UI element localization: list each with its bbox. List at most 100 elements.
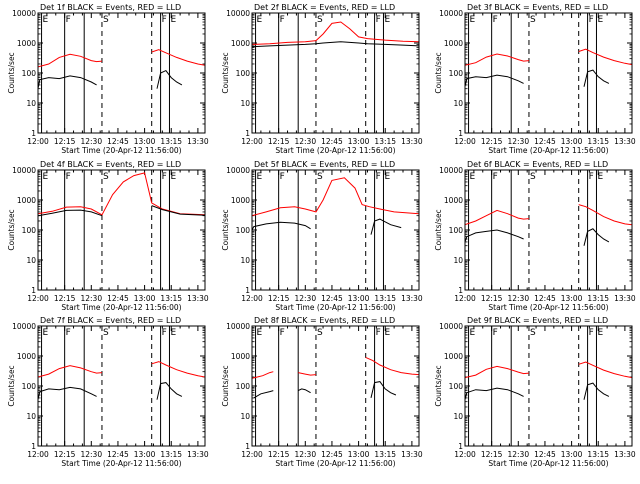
- event-marker-label: E: [43, 328, 49, 338]
- panel-9: Det 9f BLACK = Events, RED = LLD 1 10 100 10…: [434, 316, 636, 468]
- series-lld-line: [151, 49, 205, 66]
- y-tick-label: 1: [458, 442, 463, 451]
- panel-title: Det 4f BLACK = Events, RED = LLD: [40, 160, 181, 169]
- event-marker-label: F: [589, 328, 594, 338]
- x-axis-label: Start Time (20-Apr-12 11:56:00): [61, 303, 181, 312]
- x-tick-label: 12:30: [80, 450, 102, 459]
- panel-7: Det 7f BLACK = Events, RED = LLD 1 10 100 10…: [7, 316, 209, 468]
- y-tick-label: 100: [22, 226, 37, 235]
- panel-5: Det 5f BLACK = Events, RED = LLD 1 10 100 10…: [221, 160, 423, 312]
- series-lld-line: [465, 365, 530, 379]
- plot-frame: [464, 325, 633, 447]
- x-tick-label: 12:15: [481, 137, 503, 146]
- x-tick-label: 12:00: [27, 450, 49, 459]
- series-events-line: [370, 381, 397, 399]
- x-tick-label: 12:15: [268, 294, 290, 303]
- y-tick-label: 1000: [444, 352, 463, 361]
- y-tick-label: 1000: [17, 352, 36, 361]
- x-tick-label: 13:30: [187, 450, 209, 459]
- event-marker-label: E: [470, 15, 476, 25]
- panel-3: Det 3f BLACK = Events, RED = LLD 1 10 100 10…: [434, 3, 636, 155]
- panel-title: Det 3f BLACK = Events, RED = LLD: [467, 3, 608, 12]
- series-events-line: [156, 382, 183, 400]
- x-axis-label: Start Time (20-Apr-12 11:56:00): [488, 303, 608, 312]
- panel-curves: [465, 170, 632, 246]
- y-tick-label: 100: [449, 226, 464, 235]
- panel-1: Det 1f BLACK = Events, RED = LLD 1 10 100 10…: [7, 3, 209, 155]
- y-tick-label: 10: [240, 99, 250, 108]
- x-tick-label: 12:00: [241, 450, 263, 459]
- panel-title: Det 8f BLACK = Events, RED = LLD: [254, 316, 395, 325]
- panel-8: Det 8f BLACK = Events, RED = LLD 1 10 100 10…: [221, 316, 423, 468]
- x-tick-label: 12:45: [321, 294, 343, 303]
- y-tick-label: 10000: [12, 322, 36, 331]
- x-tick-label: 12:15: [268, 137, 290, 146]
- event-marker-label: F: [493, 328, 498, 338]
- y-axis-label: Counts/sec: [221, 209, 230, 250]
- x-tick-label: 13:00: [348, 137, 370, 146]
- event-marker-label: F: [162, 15, 167, 25]
- event-marker-label: S: [103, 172, 109, 182]
- x-tick-label: 13:00: [348, 294, 370, 303]
- event-marker-label: E: [257, 15, 263, 25]
- x-tick-label: 12:00: [454, 450, 476, 459]
- event-marker-label: F: [280, 328, 285, 338]
- y-tick-label: 10: [26, 412, 36, 421]
- x-tick-label: 13:15: [160, 137, 182, 146]
- y-axis-label: Counts/sec: [7, 52, 16, 93]
- y-tick-label: 1: [245, 442, 250, 451]
- y-tick-label: 10000: [226, 9, 250, 18]
- event-marker-label: F: [376, 172, 381, 182]
- panel-curves: [38, 172, 205, 217]
- x-tick-label: 13:00: [561, 450, 583, 459]
- x-tick-label: 12:00: [27, 294, 49, 303]
- series-events-line: [38, 209, 103, 217]
- y-axis-label: Counts/sec: [434, 209, 443, 250]
- plot-frame: [464, 12, 633, 134]
- y-tick-label: 10: [240, 412, 250, 421]
- x-tick-label: 12:15: [481, 450, 503, 459]
- plot-frame: [37, 12, 206, 134]
- y-tick-label: 1000: [17, 39, 36, 48]
- event-marker-label: E: [170, 15, 176, 25]
- y-tick-label: 10000: [439, 322, 463, 331]
- y-axis-label: Counts/sec: [7, 365, 16, 406]
- x-tick-label: 12:00: [241, 294, 263, 303]
- event-marker-label: S: [530, 15, 536, 25]
- x-tick-label: 13:30: [401, 450, 423, 459]
- x-tick-label: 13:30: [187, 137, 209, 146]
- series-events-line: [465, 74, 524, 87]
- x-axis-label: Start Time (20-Apr-12 11:56:00): [61, 146, 181, 155]
- x-tick-label: 12:15: [481, 294, 503, 303]
- panel-title: Det 9f BLACK = Events, RED = LLD: [467, 316, 608, 325]
- event-marker-label: S: [317, 15, 323, 25]
- event-marker-label: S: [530, 172, 536, 182]
- y-axis-label: Counts/sec: [221, 52, 230, 93]
- x-tick-label: 13:30: [614, 294, 636, 303]
- x-tick-label: 12:30: [294, 450, 316, 459]
- y-tick-label: 1000: [444, 196, 463, 205]
- y-tick-label: 10: [453, 412, 463, 421]
- y-tick-label: 10: [26, 256, 36, 265]
- event-marker-label: S: [530, 328, 536, 338]
- event-marker-label: E: [257, 328, 263, 338]
- event-marker-label: E: [257, 172, 263, 182]
- series-events-line: [252, 41, 419, 48]
- event-marker-label: E: [384, 172, 390, 182]
- series-events-line: [38, 386, 97, 400]
- x-tick-label: 12:00: [27, 137, 49, 146]
- x-tick-label: 13:00: [134, 450, 156, 459]
- event-marker-label: S: [317, 172, 323, 182]
- x-axis-label: Start Time (20-Apr-12 11:56:00): [275, 459, 395, 468]
- x-tick-label: 12:45: [534, 450, 556, 459]
- x-tick-label: 12:30: [294, 137, 316, 146]
- series-events-line: [151, 205, 205, 216]
- y-tick-label: 10000: [226, 166, 250, 175]
- y-tick-label: 10: [453, 99, 463, 108]
- event-marker-label: E: [384, 15, 390, 25]
- y-tick-label: 1: [458, 129, 463, 138]
- x-tick-label: 12:45: [321, 450, 343, 459]
- event-marker-label: E: [43, 172, 49, 182]
- x-axis-label: Start Time (20-Apr-12 11:56:00): [275, 303, 395, 312]
- panel-6: Det 6f BLACK = Events, RED = LLD 1 10 100 10…: [434, 160, 636, 312]
